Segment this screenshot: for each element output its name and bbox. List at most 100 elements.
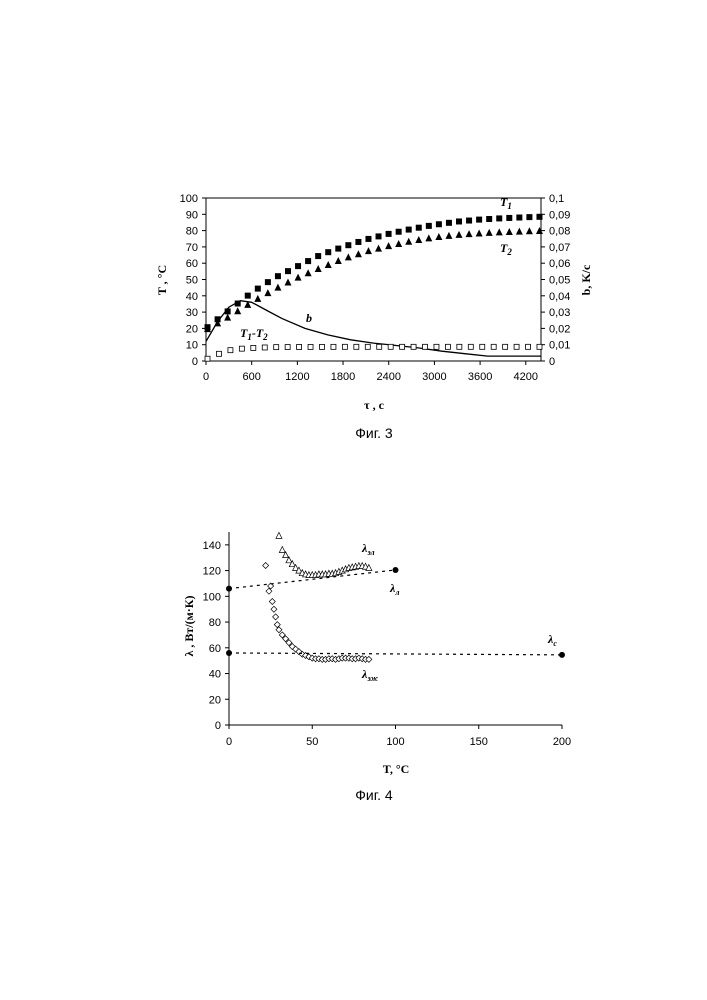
fig3-series-diff-point: [296, 344, 302, 350]
fig3-label-diff-main: T: [240, 326, 248, 340]
fig3-series-t1-point: [274, 273, 281, 280]
fig3-x-tick-label: 3600: [468, 371, 492, 383]
fig4-label-lel: λэл: [361, 541, 375, 557]
fig3-label-t2: T2: [500, 241, 512, 257]
fig3-series-t2-point: [284, 278, 292, 286]
fig3-series-t1-point: [395, 228, 402, 235]
fig4-series-ls-line: [228, 652, 563, 656]
fig3-series-t2-point: [535, 226, 543, 234]
fig3-series-t2-point: [314, 264, 322, 272]
fig3-y2-tick-label: 0,01: [549, 340, 570, 352]
fig3-y-tick-label: 0: [192, 356, 198, 368]
fig3-series-diff-point: [456, 343, 463, 350]
fig4-y-tick-label: 40: [209, 669, 221, 681]
fig3-series-diff-point: [216, 350, 222, 357]
fig4-series-group: [226, 531, 565, 663]
fig3-x-tick-label: 1800: [331, 371, 355, 383]
fig3-right-axis-ticks: 0 0,01 0,02 0,03 0,04 0,05 0,06 0,07 0,08 0,09 0,1: [541, 193, 570, 368]
fig4-series-lezh-point: [285, 639, 293, 647]
fig3-series-t2-point: [334, 256, 342, 264]
fig4-series-ll-point: [226, 585, 232, 592]
fig3-y-axis-label: T , °C: [155, 265, 169, 295]
fig3-series-diff-point: [502, 343, 509, 350]
chart-fig4: 0 20 40 60 80 100 120 140 0 50 100 150 200 T, °C λ …: [182, 531, 571, 803]
fig3-series-t2-point: [475, 229, 483, 237]
fig3-y2-tick-label: 0,03: [549, 307, 570, 319]
fig3-x-tick-label: 4200: [514, 371, 538, 383]
fig3-y-tick-label: 40: [186, 291, 198, 303]
fig3-series-diff-point: [376, 343, 383, 350]
fig4-x-tick-label: 100: [386, 736, 404, 748]
fig3-series-diff-point: [353, 343, 360, 350]
fig3-series-t2-point: [425, 234, 433, 242]
fig4-series-ll-point: [392, 566, 399, 573]
fig3-series-t2-point: [405, 237, 413, 245]
fig3-y2-tick-label: 0,05: [549, 275, 570, 287]
fig3-series-t2-point: [264, 289, 272, 297]
fig4-series-lel-point: [278, 545, 286, 553]
fig3-series-diff-point: [364, 343, 371, 350]
fig4-y-axis-ticks: 0 20 40 60 80 100 120 140: [203, 540, 229, 732]
fig3-series-diff-point: [250, 345, 257, 351]
fig3-series-t1-point: [284, 268, 291, 275]
fig3-series-diff-point: [319, 343, 325, 350]
fig4-series-lezh-point: [267, 582, 275, 590]
fig4-series-ls-point: [226, 649, 232, 656]
fig3-series-t2-point: [254, 294, 262, 302]
fig4-series-lel-point: [285, 556, 293, 564]
fig3-series-t1-point: [365, 235, 372, 242]
fig3-x-tick-label: 600: [243, 371, 261, 383]
fig3-label-diff-mid: -T: [252, 326, 264, 340]
fig4-y-tick-label: 60: [209, 643, 221, 655]
fig4-label-ls: λс: [547, 632, 557, 648]
fig3-series-t1-point: [526, 214, 533, 221]
fig4-label-ll-main: λ: [389, 581, 396, 595]
fig3-series-t1-point: [476, 216, 483, 223]
fig4-series-lezh-point: [268, 597, 276, 605]
fig3-series-diff-point: [467, 343, 474, 350]
fig3-series-diff-point: [536, 343, 543, 350]
fig3-series-t2-point: [415, 236, 423, 244]
fig3-series-t2-point: [395, 239, 403, 247]
fig3-label-b: b: [306, 311, 312, 325]
fig3-series-t1-point: [264, 279, 271, 286]
fig3-series-t1-point: [325, 249, 332, 256]
fig3-series-t2-point: [455, 230, 463, 238]
fig4-label-lezh-sub: эж: [366, 674, 378, 683]
fig3-series-t1-point: [415, 224, 422, 231]
fig3-series-diff-point: [525, 343, 531, 350]
fig4-x-tick-label: 0: [226, 736, 232, 748]
fig3-series-t1-point: [456, 218, 463, 225]
fig4-x-tick-label: 150: [470, 736, 488, 748]
fig3-series-group: [204, 213, 543, 362]
fig3-series-t2-point: [324, 260, 332, 268]
fig4-series-lel-point: [365, 563, 373, 571]
fig3-series-diff-point: [273, 344, 280, 351]
fig3-label-t1: T1: [500, 195, 512, 211]
fig3-series-t1-point: [496, 215, 503, 222]
fig3-series-t1-point: [305, 258, 312, 265]
fig4-label-ll: λл: [389, 581, 399, 597]
fig3-series-t2-point: [465, 230, 473, 238]
fig3-x-axis-ticks: 0 600 1200 1800 2400 3000 3600 4200: [203, 361, 538, 383]
fig3-series-t2-point: [375, 244, 383, 252]
fig3-series-t1-point: [234, 300, 241, 307]
fig3-label-t2-sub: 2: [506, 247, 512, 257]
fig3-series-t1-point: [375, 233, 382, 240]
fig4-y-tick-label: 80: [209, 617, 221, 629]
fig4-series-lezh-point: [273, 621, 281, 629]
fig4-series-lezh-point: [265, 587, 273, 595]
fig3-series-t1-point: [244, 292, 251, 299]
fig4-series-lezh-point: [365, 655, 373, 663]
fig3-series-diff-point: [341, 343, 348, 350]
fig3-x-tick-label: 2400: [376, 371, 400, 383]
fig3-y2-tick-label: 0,04: [549, 291, 570, 303]
fig3-series-diff-point: [513, 343, 520, 350]
fig4-series-lezh-point: [272, 613, 280, 621]
fig3-series-t1-point: [405, 226, 412, 233]
fig4-label-ls-main: λ: [547, 632, 554, 646]
fig3-y2-tick-label: 0,09: [549, 209, 570, 221]
fig3-series-t1-point: [345, 242, 352, 249]
